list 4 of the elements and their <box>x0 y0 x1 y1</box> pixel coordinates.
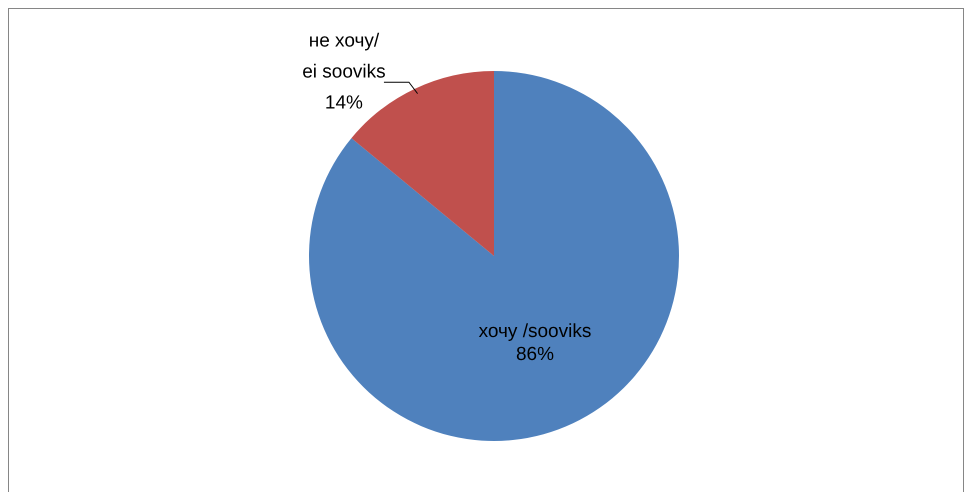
data-label: 86% <box>516 344 554 365</box>
slice-label: хочу /sooviks <box>478 320 592 342</box>
slice-label: не хочу/ ei sooviks <box>302 30 386 82</box>
data-label: 14% <box>324 92 364 114</box>
